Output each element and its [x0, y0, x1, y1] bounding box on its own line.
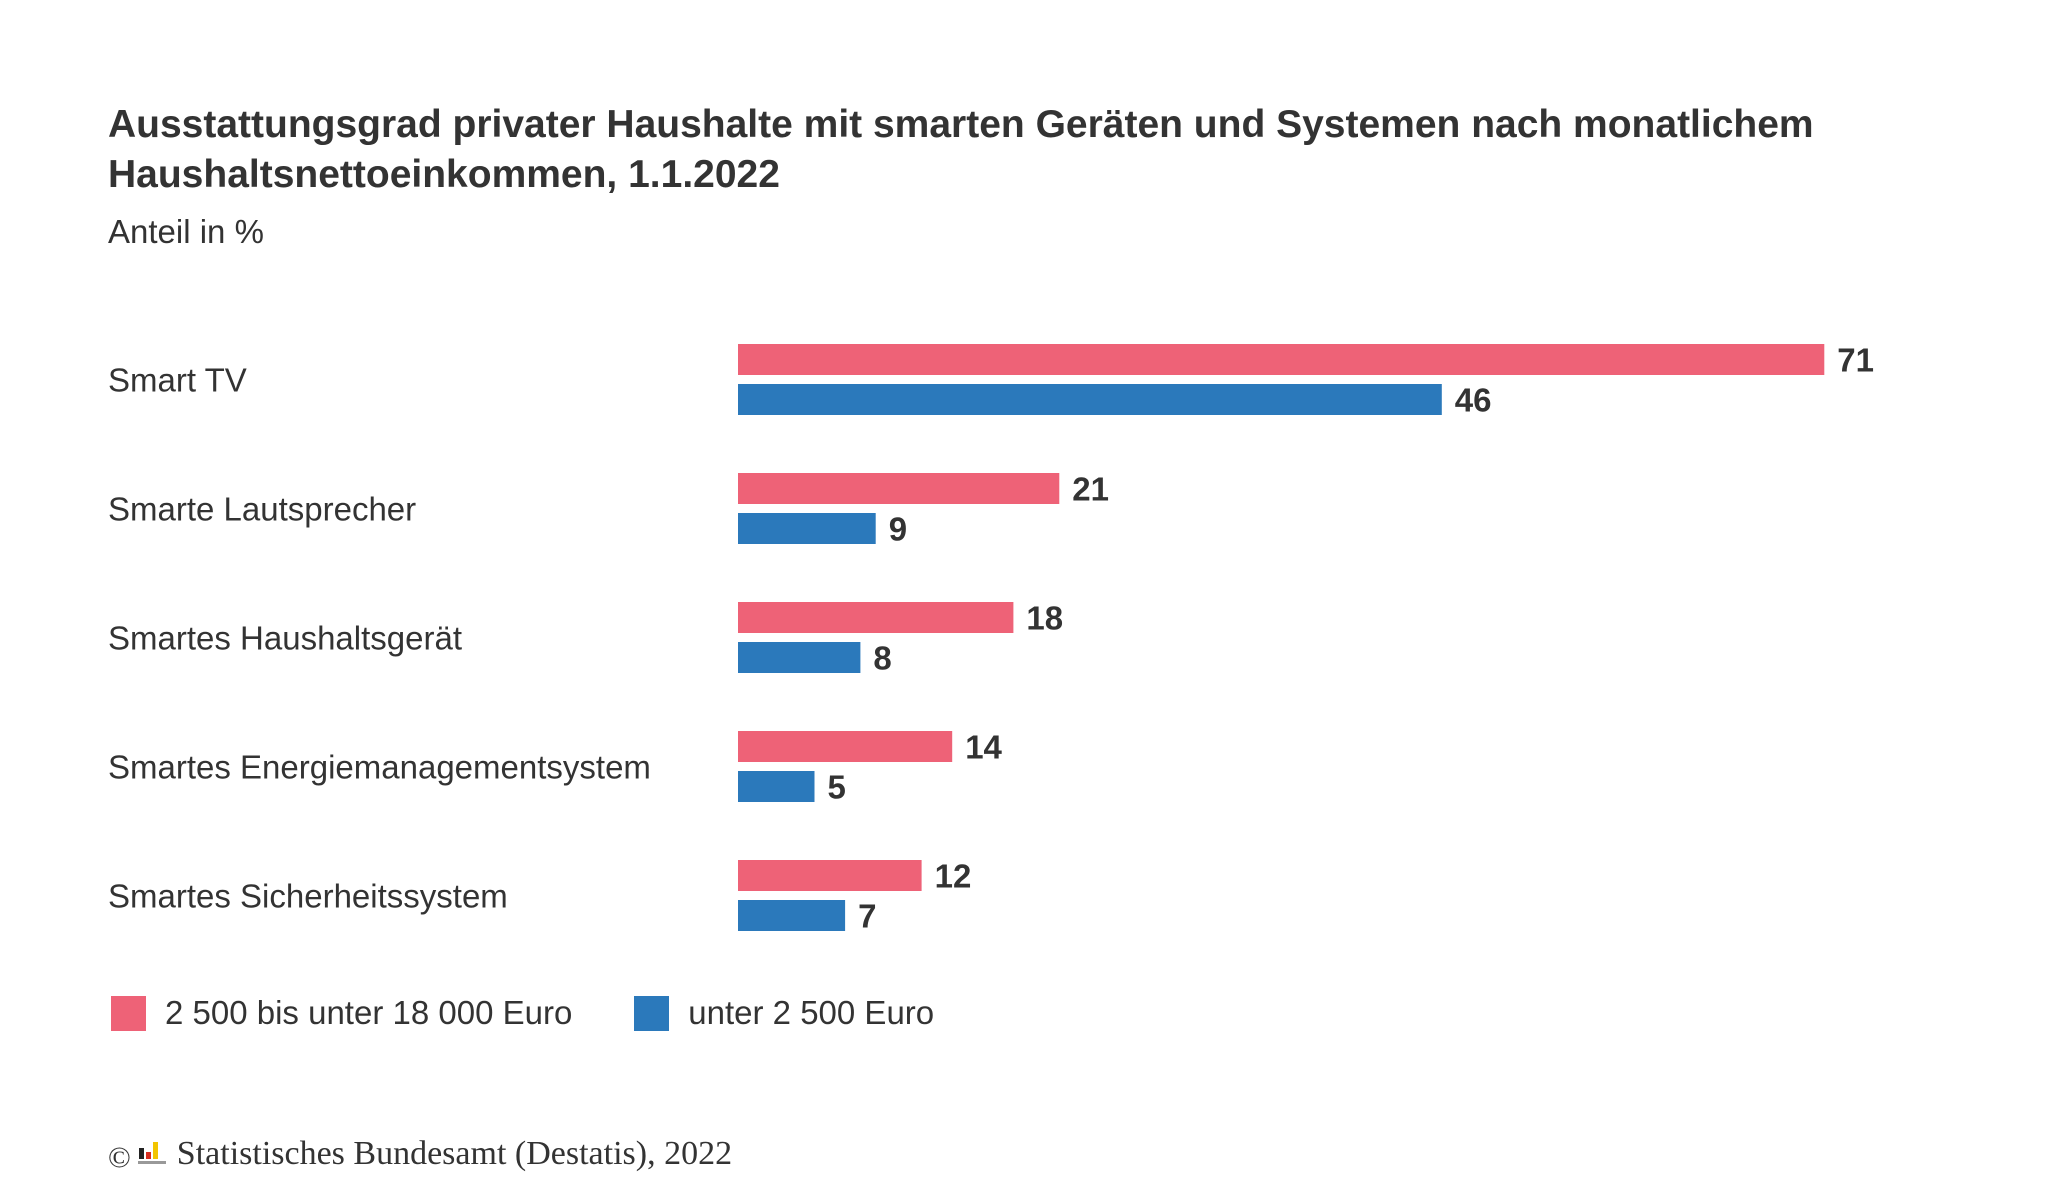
- data-label-smartes-energiemanagementsystem-high-income: 14: [965, 729, 1002, 766]
- legend-item-low-income: unter 2 500 Euro: [634, 994, 934, 1032]
- chart-subtitle: Anteil in %: [108, 213, 264, 250]
- bar-smartes-haushaltsgeraet-low-income: [738, 642, 861, 673]
- category-label-smarte-lautsprecher: Smarte Lautsprecher: [108, 491, 416, 528]
- category-label-smartes-energiemanagementsystem: Smartes Energiemanagementsystem: [108, 749, 651, 786]
- bar-smart-tv-high-income: [738, 344, 1825, 375]
- source-text: Statistisches Bundesamt (Destatis), 2022: [176, 1135, 733, 1172]
- bar-smarte-lautsprecher-low-income: [738, 513, 876, 544]
- data-label-smartes-haushaltsgeraet-high-income: 18: [1026, 600, 1063, 637]
- bar-smart-tv-low-income: [738, 384, 1442, 415]
- data-label-smartes-energiemanagementsystem-low-income: 5: [828, 769, 846, 806]
- bar-smartes-haushaltsgeraet-high-income: [738, 602, 1014, 633]
- bar-smartes-sicherheitssystem-low-income: [738, 900, 846, 931]
- bar-smartes-sicherheitssystem-high-income: [738, 860, 922, 891]
- legend-label-low-income: unter 2 500 Euro: [688, 994, 935, 1031]
- category-label-smartes-haushaltsgeraet: Smartes Haushaltsgerät: [108, 620, 462, 657]
- chart-title: Ausstattungsgrad privater Haushalte mit …: [108, 103, 1814, 196]
- data-label-smartes-sicherheitssystem-high-income: 12: [935, 858, 972, 895]
- category-label-smartes-sicherheitssystem: Smartes Sicherheitssystem: [108, 878, 508, 915]
- legend: 2 500 bis unter 18 000 Euro unter 2 500 …: [111, 994, 996, 1032]
- data-label-smart-tv-high-income: 71: [1837, 342, 1874, 379]
- data-label-smart-tv-low-income: 46: [1455, 382, 1492, 419]
- legend-swatch-high-income: [111, 995, 146, 1031]
- data-label-smarte-lautsprecher-high-income: 21: [1072, 471, 1109, 508]
- category-label-smart-tv: Smart TV: [108, 362, 247, 399]
- destatis-logo-icon: [137, 1142, 166, 1164]
- bar-smartes-energiemanagementsystem-low-income: [738, 771, 815, 802]
- bar-smarte-lautsprecher-high-income: [738, 473, 1060, 504]
- legend-swatch-low-income: [634, 995, 670, 1031]
- copyright-icon: ©: [108, 1141, 131, 1174]
- legend-item-high-income: 2 500 bis unter 18 000 Euro: [111, 994, 572, 1032]
- data-label-smarte-lautsprecher-low-income: 9: [889, 511, 907, 548]
- legend-label-high-income: 2 500 bis unter 18 000 Euro: [165, 994, 573, 1031]
- data-label-smartes-sicherheitssystem-low-income: 7: [858, 898, 876, 935]
- bar-smartes-energiemanagementsystem-high-income: [738, 731, 953, 762]
- data-label-smartes-haushaltsgeraet-low-income: 8: [873, 640, 891, 677]
- source-footer: © Statistisches Bundesamt (Destatis), 20…: [108, 1135, 733, 1174]
